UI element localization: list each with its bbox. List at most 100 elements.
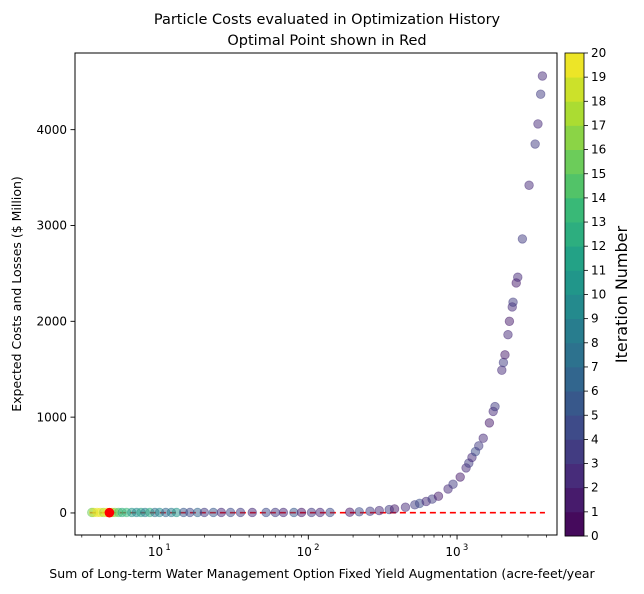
scatter-point-30 xyxy=(261,507,271,518)
x-axis-label: Sum of Long-term Water Management Option… xyxy=(49,566,595,581)
colorbar-label: Iteration Number xyxy=(612,225,631,363)
colorbar-tick-label-8: 8 xyxy=(591,336,599,350)
colorbar-segment-1 xyxy=(565,487,584,513)
scatter-point-26 xyxy=(216,507,226,518)
colorbar-segment-12 xyxy=(565,222,584,247)
scatter-point-57 xyxy=(474,441,484,451)
x-axis: 10 1 10 2 10 3 xyxy=(81,535,547,559)
y-tick-label-1: 1000 xyxy=(36,410,67,424)
scatter-point-74 xyxy=(533,119,543,129)
scatter-point-39 xyxy=(354,507,364,517)
colorbar-segment-11 xyxy=(565,246,584,271)
colorbar-tick-label-6: 6 xyxy=(591,384,599,398)
colorbar-tick-label-18: 18 xyxy=(591,94,606,108)
colorbar-segment-13 xyxy=(565,197,584,223)
colorbar-segment-18 xyxy=(565,77,584,102)
colorbar-segment-8 xyxy=(565,318,584,344)
scatter-point-75 xyxy=(535,89,546,99)
y-axis-label: Expected Costs and Losses ($ Million) xyxy=(9,176,24,412)
x-tick-label-1: 10 xyxy=(297,545,312,559)
y-tick-label-4: 4000 xyxy=(36,123,67,137)
scatter-point-38 xyxy=(345,507,355,517)
colorbar-tick-label-9: 9 xyxy=(591,312,599,326)
colorbar-segment-2 xyxy=(565,463,584,489)
colorbar-segment-10 xyxy=(565,270,584,295)
colorbar-segment-14 xyxy=(565,173,584,199)
scatter-point-49 xyxy=(433,491,444,501)
y-tick-label-0: 0 xyxy=(59,506,67,520)
colorbar-segment-19 xyxy=(565,53,584,78)
colorbar-tick-label-20: 20 xyxy=(591,46,606,60)
chart-subtitle: Optimal Point shown in Red xyxy=(227,33,426,49)
scatter-point-25 xyxy=(208,507,219,518)
colorbar-tick-label-10: 10 xyxy=(591,288,606,302)
x-tick-exp-1: 2 xyxy=(314,543,319,553)
scatter-point-68 xyxy=(508,297,518,307)
scatter-point-28 xyxy=(235,507,246,518)
scatter-point-51 xyxy=(448,479,458,489)
scatter-point-24 xyxy=(199,507,210,518)
colorbar-tick-label-13: 13 xyxy=(591,215,606,229)
x-tick-exp-2: 3 xyxy=(463,543,468,553)
scatter-point-63 xyxy=(498,357,509,368)
scatter-point-62 xyxy=(497,365,507,375)
colorbar-tick-label-5: 5 xyxy=(591,408,599,422)
colorbar-tick-label-3: 3 xyxy=(591,457,599,471)
scatter-point-27 xyxy=(225,507,236,518)
y-tick-label-2: 2000 xyxy=(36,315,67,329)
plot-frame xyxy=(74,52,558,536)
scatter-point-71 xyxy=(517,234,528,244)
colorbar-tick-label-0: 0 xyxy=(591,529,599,543)
scatter-point-29 xyxy=(247,507,257,518)
chart-title: Particle Costs evaluated in Optimization… xyxy=(154,12,501,28)
y-axis: 0 1000 2000 3000 4000 xyxy=(36,123,75,520)
colorbar-tick-label-17: 17 xyxy=(591,118,606,132)
scatter-point-61 xyxy=(490,401,500,412)
optimal-point xyxy=(104,507,115,518)
colorbar-tick-label-4: 4 xyxy=(591,432,599,446)
x-tick-label-2: 10 xyxy=(445,545,460,559)
colorbar-tick-label-11: 11 xyxy=(591,263,606,277)
scatter-point-59 xyxy=(484,418,495,428)
colorbar-segment-3 xyxy=(565,439,584,464)
colorbar-tick-label-16: 16 xyxy=(591,143,606,157)
scatter-point-37 xyxy=(325,507,335,518)
colorbar-segment-0 xyxy=(565,511,584,537)
colorbar-tick-label-2: 2 xyxy=(591,481,599,495)
colorbar-segment-7 xyxy=(565,342,584,368)
colorbar-tick-label-1: 1 xyxy=(591,505,599,519)
x-tick-exp-0: 1 xyxy=(165,543,170,553)
scatter-point-31 xyxy=(270,507,281,518)
scatter-point-70 xyxy=(513,272,523,282)
colorbar-tick-label-12: 12 xyxy=(591,239,606,253)
y-tick-label-3: 3000 xyxy=(36,219,67,233)
points-layer xyxy=(87,71,548,518)
scatter-point-35 xyxy=(306,507,317,518)
colorbar-segment-5 xyxy=(565,391,584,416)
scatter-point-44 xyxy=(400,502,411,512)
scatter-point-76 xyxy=(537,71,548,81)
colorbar-segment-4 xyxy=(565,415,584,440)
scatter-point-43 xyxy=(389,504,400,514)
scatter-point-52 xyxy=(455,472,465,482)
scatter-point-58 xyxy=(478,433,488,443)
scatter-point-36 xyxy=(315,507,325,518)
colorbar-segment-9 xyxy=(565,294,584,320)
scatter-point-34 xyxy=(296,507,307,518)
colorbar-segment-6 xyxy=(565,366,584,392)
scatter-point-41 xyxy=(374,505,384,516)
scatter-point-40 xyxy=(365,506,375,516)
colorbar-tick-label-15: 15 xyxy=(591,167,606,181)
scatter-point-66 xyxy=(504,316,515,327)
colorbar-segment-17 xyxy=(565,101,584,126)
colorbar-segment-15 xyxy=(565,149,584,175)
scatter-point-65 xyxy=(503,330,513,340)
colorbar-tick-label-19: 19 xyxy=(591,70,606,84)
scatter-point-64 xyxy=(500,350,510,360)
colorbar-segment-16 xyxy=(565,125,584,150)
colorbar-tick-label-7: 7 xyxy=(591,360,599,374)
colorbar-tick-label-14: 14 xyxy=(591,191,606,205)
